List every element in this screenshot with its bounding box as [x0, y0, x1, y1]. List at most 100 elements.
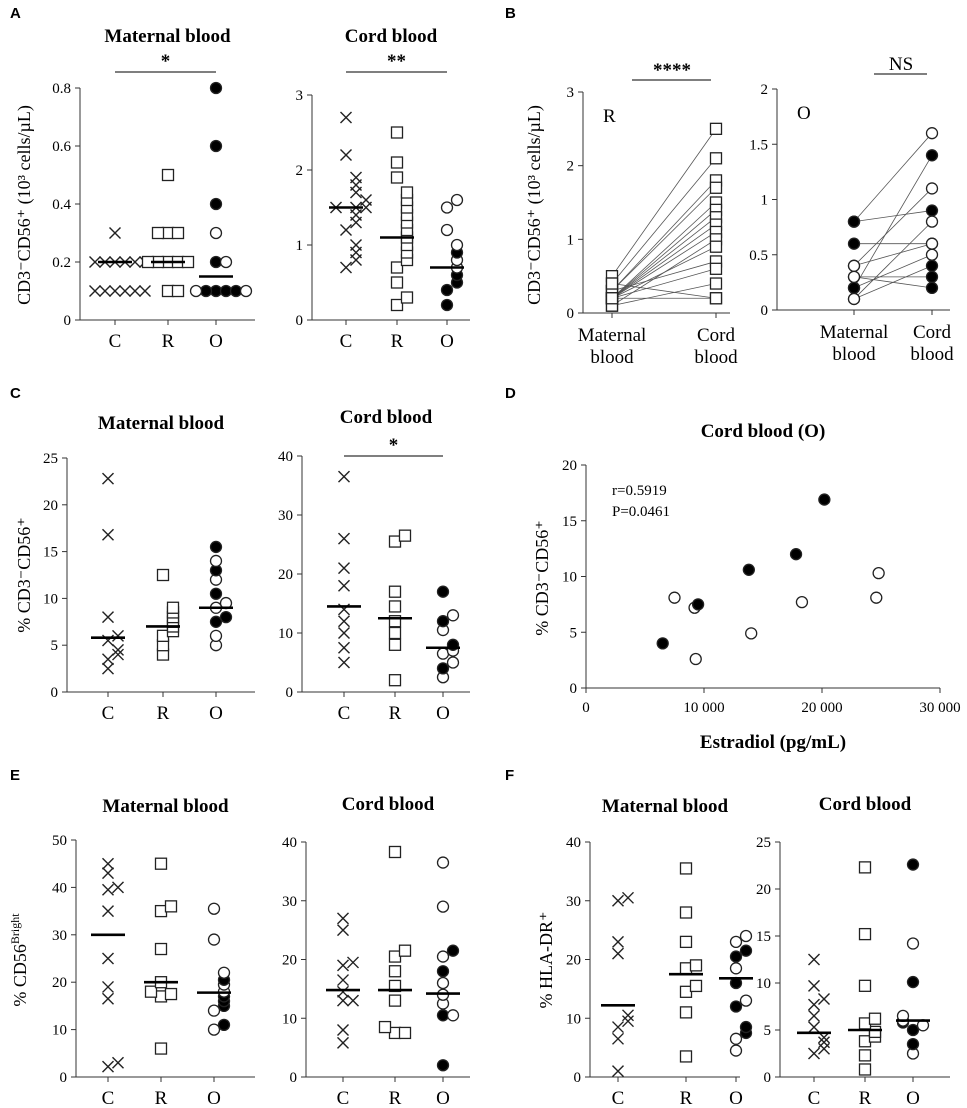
square-marker — [164, 900, 178, 913]
open-circle-marker — [189, 284, 203, 298]
square-marker — [390, 156, 404, 169]
cross-marker — [112, 1056, 124, 1069]
cross-marker — [338, 562, 350, 575]
pair-line — [611, 283, 717, 299]
y-tick-label: 10 — [52, 1023, 67, 1039]
open-circle-marker — [446, 1009, 460, 1022]
filled-circle-marker — [436, 1059, 450, 1072]
significance-label: * — [161, 51, 171, 72]
square-marker — [388, 600, 402, 613]
filled-circle-marker — [209, 540, 223, 554]
square-marker — [679, 1006, 693, 1019]
chart-f1: Maternal blood 0 10 20 30 40 % HLA-DR⁺ C R O — [536, 796, 753, 1108]
filled-circle-marker — [209, 139, 223, 153]
open-circle-marker — [207, 1023, 221, 1036]
open-circle-marker — [239, 284, 253, 298]
cross-marker — [808, 953, 820, 966]
chart-d: Cord blood (O) 0 5 10 15 20 % CD3⁻CD56⁺ 0 10 000… — [532, 421, 961, 753]
cross-marker — [337, 1024, 349, 1036]
x-category-label: R — [155, 1088, 168, 1108]
cross-marker — [808, 1047, 820, 1060]
cross-marker — [612, 1021, 624, 1034]
filled-circle-marker — [739, 944, 753, 957]
chart-a2: Cord blood 0 1 2 3 C R O ** — [296, 26, 470, 352]
open-circle-marker — [729, 1044, 743, 1057]
y-tick-label: 20 — [282, 953, 297, 969]
cross-marker — [102, 952, 114, 965]
y-tick-label: 3 — [296, 88, 304, 104]
y-tick-label: 1.5 — [749, 137, 768, 153]
y-tick-label: 30 — [52, 928, 67, 944]
filled-circle-marker — [729, 1000, 743, 1013]
x-category-label: O — [209, 703, 223, 724]
x-category-label: R — [859, 1088, 872, 1108]
pair-line — [611, 158, 717, 284]
pair-line — [853, 243, 933, 267]
pair-line — [611, 283, 717, 307]
y-tick-label: 5 — [51, 638, 59, 654]
open-circle-marker — [436, 647, 450, 660]
chart-f2: Cord blood 0 5 10 15 20 25 C R O — [756, 794, 950, 1108]
cross-marker — [338, 627, 350, 639]
square-marker — [390, 276, 404, 289]
y-tick-label: 2 — [567, 159, 575, 175]
cross-marker — [337, 985, 349, 998]
cross-marker — [360, 194, 372, 206]
square-marker — [868, 1012, 882, 1025]
open-circle-marker — [436, 976, 450, 990]
open-circle-marker — [739, 929, 753, 943]
y-tick-label: 0 — [764, 1070, 772, 1086]
y-axis-label: CD3⁻CD56⁺ (10³ cells/µL) — [14, 105, 35, 305]
y-tick-label: 15 — [562, 514, 577, 530]
x-category-label: R — [389, 1088, 402, 1108]
cross-marker — [112, 629, 124, 642]
x-category-label: O — [209, 331, 223, 352]
open-circle-marker — [729, 935, 743, 949]
open-circle-marker — [207, 1004, 221, 1017]
y-tick-label: 1 — [761, 193, 769, 209]
pair-line — [611, 268, 717, 299]
y-tick-label: 20 — [52, 975, 67, 991]
x-category-label: C — [338, 703, 351, 724]
cross-marker — [612, 947, 624, 960]
square-marker — [166, 601, 180, 614]
y-tick-label: 15 — [756, 929, 771, 945]
cross-marker — [129, 256, 141, 268]
filled-circle-marker — [656, 637, 669, 650]
y-tick-label: 0 — [761, 303, 769, 319]
cross-marker — [109, 285, 121, 297]
cross-marker — [102, 1060, 114, 1073]
cross-marker — [818, 1042, 830, 1055]
square-marker — [868, 1025, 882, 1039]
x-tick-label: 0 — [582, 700, 590, 716]
pair-line — [611, 180, 717, 292]
y-axis-label: CD3⁻CD56⁺ (10³ cells/µL) — [524, 105, 545, 305]
open-circle-marker — [925, 182, 939, 195]
square-marker — [390, 171, 404, 184]
open-circle-marker — [440, 201, 454, 214]
significance-label: **** — [653, 60, 691, 81]
open-circle-marker — [847, 259, 861, 272]
square-marker — [171, 226, 185, 240]
chart-title: Maternal blood — [102, 796, 229, 817]
square-marker — [709, 181, 723, 194]
square-marker — [164, 987, 178, 1001]
cross-marker — [129, 285, 141, 297]
pair-line — [853, 276, 933, 289]
square-marker — [161, 168, 175, 182]
filled-circle-marker — [789, 548, 803, 561]
square-marker — [144, 985, 158, 998]
filled-circle-marker — [847, 215, 861, 228]
y-tick-label: 40 — [282, 835, 297, 851]
filled-circle-marker — [209, 197, 223, 211]
filled-circle-marker — [436, 965, 450, 978]
cross-marker — [808, 979, 820, 992]
y-tick-label: 40 — [52, 880, 67, 896]
square-marker — [398, 944, 412, 957]
square-marker — [858, 1017, 872, 1030]
x-category-label: O — [729, 1088, 743, 1108]
open-circle-marker — [870, 591, 883, 604]
cross-marker — [808, 1021, 820, 1034]
x-category-label: blood — [590, 347, 634, 368]
x-tick-label: 30 000 — [919, 700, 960, 716]
